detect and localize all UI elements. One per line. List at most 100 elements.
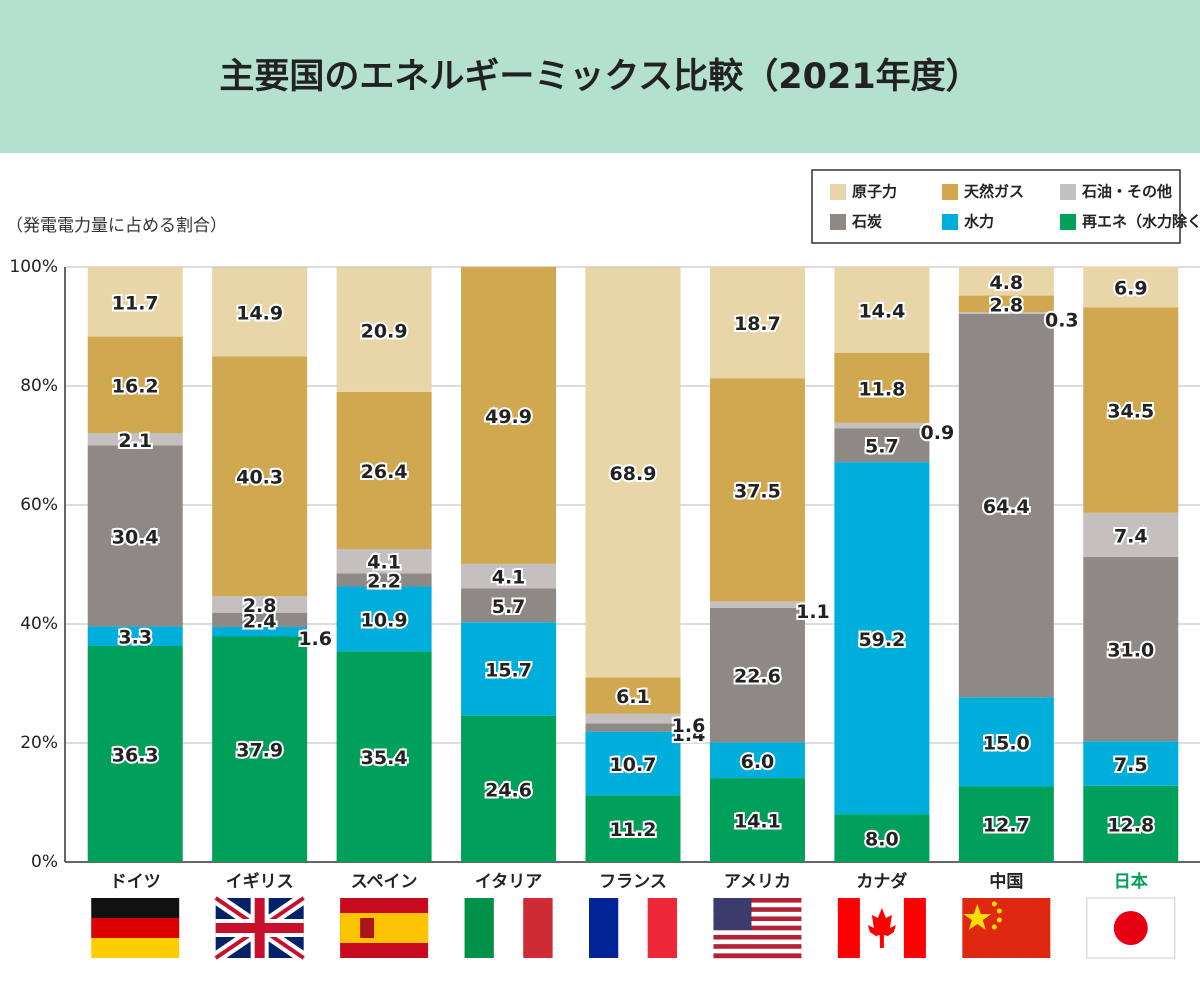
y-tick-label: 0% <box>31 852 58 872</box>
flag <box>713 907 802 913</box>
data-label: 7.5 <box>1114 754 1148 776</box>
legend-swatch <box>1060 214 1076 230</box>
data-label: 20.9 <box>361 320 408 342</box>
data-label: 22.6 <box>734 666 781 688</box>
bar-segment <box>212 612 308 627</box>
data-label: 36.3 <box>112 745 159 767</box>
bar-segment <box>87 433 183 446</box>
flag-icon <box>713 898 802 959</box>
bar-segment <box>212 596 308 613</box>
flag <box>713 911 802 917</box>
flag <box>91 918 180 938</box>
bar-segment <box>461 563 557 589</box>
flag <box>713 916 802 922</box>
data-label: 11.8 <box>858 378 905 400</box>
flag <box>991 924 997 930</box>
bar-segment <box>336 391 432 550</box>
flag <box>713 944 802 949</box>
bar-segment <box>834 428 930 463</box>
data-label: 12.8 <box>1107 814 1154 836</box>
flag <box>713 948 802 954</box>
data-label: 49.9 <box>485 406 532 428</box>
bar-segment <box>1083 307 1179 513</box>
bar-segment <box>212 626 308 637</box>
flag-icon <box>212 893 308 963</box>
x-tick-label: 中国 <box>989 871 1023 892</box>
data-label: 2.4 <box>243 610 277 632</box>
flag <box>340 913 429 943</box>
flag-icon <box>589 898 678 958</box>
data-label: 15.7 <box>485 659 532 681</box>
legend-label: 原子力 <box>852 183 897 201</box>
bar-segment <box>212 356 308 597</box>
bar-segment <box>1083 266 1179 308</box>
data-label: 34.5 <box>1107 401 1154 423</box>
data-label: 14.1 <box>734 811 781 833</box>
bar-segment <box>336 549 432 574</box>
bar-segment <box>958 697 1054 787</box>
x-tick-label: アメリカ <box>724 872 791 892</box>
data-label: 16.2 <box>112 375 159 397</box>
data-label: 2.1 <box>118 430 152 452</box>
bar-segment <box>958 312 1054 315</box>
data-label: 2.8 <box>989 294 1023 316</box>
data-label: 18.7 <box>734 313 781 335</box>
legend-swatch <box>1060 184 1076 200</box>
data-label: 14.4 <box>858 300 905 322</box>
bar-segment <box>585 723 681 732</box>
legend-swatch <box>942 184 958 200</box>
legend-swatch <box>830 214 846 230</box>
flag <box>360 918 375 938</box>
data-label: 8.0 <box>865 829 899 851</box>
data-label: 1.6 <box>298 628 332 650</box>
flag <box>713 921 802 926</box>
data-label: 4.1 <box>492 567 526 589</box>
y-tick-label: 80% <box>20 376 58 396</box>
data-label: 68.9 <box>610 463 657 485</box>
bar-segment <box>212 267 308 357</box>
data-label: 11.7 <box>112 292 159 314</box>
x-tick-label: ドイツ <box>110 872 161 892</box>
flag <box>713 953 802 959</box>
flag-icon <box>962 898 1051 958</box>
chart-title: 主要国のエネルギーミックス比較（2021年度） <box>219 57 980 97</box>
data-label: 6.0 <box>741 751 775 773</box>
flag <box>867 908 896 948</box>
x-tick-label: イギリス <box>226 872 294 892</box>
y-tick-label: 60% <box>20 495 58 515</box>
data-label: 1.6 <box>672 715 706 737</box>
flag <box>464 898 494 958</box>
data-label: 37.5 <box>734 480 781 502</box>
data-label: 6.9 <box>1114 277 1148 299</box>
flag <box>713 925 802 931</box>
legend-label: 天然ガス <box>964 183 1024 201</box>
bar-segment <box>585 267 681 678</box>
bar-segment <box>958 267 1054 296</box>
flag <box>647 898 678 958</box>
y-tick-label: 40% <box>20 614 58 634</box>
bar-segment <box>958 786 1054 862</box>
bar-segment <box>1083 556 1179 742</box>
data-label: 59.2 <box>858 629 905 651</box>
legend-label: 石油・その他 <box>1081 183 1172 201</box>
bar-segment <box>87 445 183 627</box>
chart-subtitle: （発電電力量に占める割合） <box>6 216 227 236</box>
data-label: 4.1 <box>367 552 401 574</box>
flag-icon <box>340 898 429 958</box>
bar-segment <box>87 646 183 862</box>
data-label: 1.1 <box>796 601 830 623</box>
bar-segment <box>212 636 308 862</box>
data-label: 37.9 <box>236 740 283 762</box>
bar-segment <box>87 626 183 647</box>
data-label: 2.2 <box>367 570 401 592</box>
x-tick-label: 日本 <box>1114 871 1148 892</box>
data-label: 35.4 <box>361 747 408 769</box>
data-label: 26.4 <box>361 461 408 483</box>
data-label: 1.4 <box>672 724 706 746</box>
bar-segment <box>709 778 805 862</box>
flag <box>493 898 524 958</box>
bar-segment <box>1083 741 1179 786</box>
data-label: 10.9 <box>361 609 408 631</box>
